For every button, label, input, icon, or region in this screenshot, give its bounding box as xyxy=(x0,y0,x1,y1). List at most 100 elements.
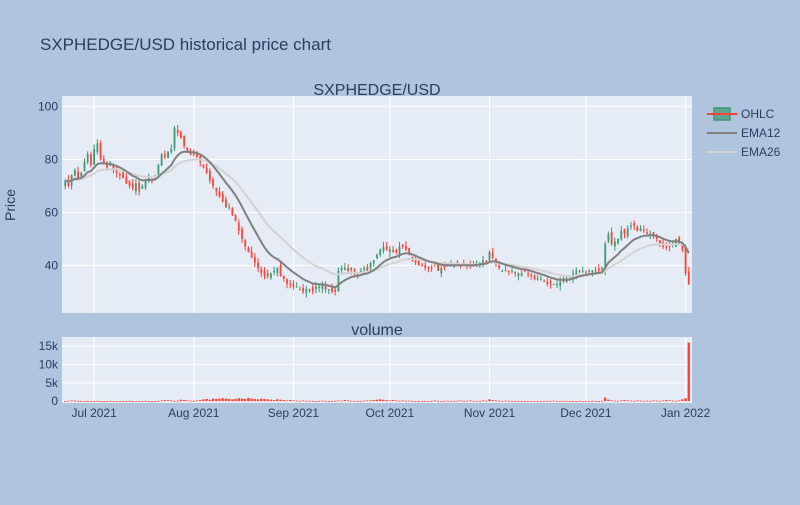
volume-bar[interactable] xyxy=(224,398,228,402)
candlestick[interactable] xyxy=(208,168,211,184)
volume-bar[interactable] xyxy=(253,398,257,402)
candlestick[interactable] xyxy=(578,269,581,274)
candlestick[interactable] xyxy=(633,220,636,231)
volume-bar[interactable] xyxy=(504,400,507,402)
volume-bar[interactable] xyxy=(536,400,539,402)
candlestick[interactable] xyxy=(298,286,301,291)
candlestick[interactable] xyxy=(610,227,613,246)
volume-bar[interactable] xyxy=(385,400,388,402)
volume-bar[interactable] xyxy=(571,400,575,402)
volume-bar[interactable] xyxy=(388,400,392,402)
volume-bar[interactable] xyxy=(105,401,109,402)
volume-bar[interactable] xyxy=(517,400,520,402)
candlestick[interactable] xyxy=(241,226,243,243)
volume-bar[interactable] xyxy=(417,400,420,402)
volume-bar[interactable] xyxy=(404,400,408,402)
volume-bar[interactable] xyxy=(170,400,173,402)
candlestick[interactable] xyxy=(167,151,169,159)
volume-bar[interactable] xyxy=(642,400,645,402)
volume-bar[interactable] xyxy=(109,400,112,402)
candlestick[interactable] xyxy=(270,272,272,280)
candlestick[interactable] xyxy=(549,279,552,289)
volume-bar[interactable] xyxy=(462,400,465,402)
candlestick[interactable] xyxy=(340,265,343,274)
candlestick[interactable] xyxy=(642,225,645,234)
candlestick[interactable] xyxy=(675,238,677,247)
volume-bar[interactable] xyxy=(629,400,633,402)
candlestick[interactable] xyxy=(546,277,549,287)
candlestick[interactable] xyxy=(138,179,141,196)
candlestick[interactable] xyxy=(118,171,121,180)
volume-bar[interactable] xyxy=(256,399,260,402)
volume-bar[interactable] xyxy=(317,400,321,402)
volume-bar[interactable] xyxy=(382,399,385,402)
volume-bar[interactable] xyxy=(539,400,543,402)
candlestick[interactable] xyxy=(250,246,253,259)
candlestick[interactable] xyxy=(343,263,346,271)
volume-bar[interactable] xyxy=(565,400,568,402)
volume-bar[interactable] xyxy=(472,400,475,402)
candlestick[interactable] xyxy=(581,266,584,273)
volume-bar[interactable] xyxy=(655,400,658,402)
volume-bar[interactable] xyxy=(353,400,356,402)
candlestick[interactable] xyxy=(311,284,314,295)
candlestick[interactable] xyxy=(388,246,391,258)
volume-bar[interactable] xyxy=(481,400,485,402)
volume-bar[interactable] xyxy=(330,400,334,402)
volume-bar[interactable] xyxy=(321,400,324,402)
volume-bar[interactable] xyxy=(369,400,372,402)
candlestick[interactable] xyxy=(160,152,163,166)
volume-bar[interactable] xyxy=(587,400,591,402)
volume-bar[interactable] xyxy=(639,400,642,402)
candlestick[interactable] xyxy=(93,144,96,166)
volume-bar[interactable] xyxy=(494,400,498,402)
volume-bar[interactable] xyxy=(497,400,501,402)
volume-bar[interactable] xyxy=(202,399,205,402)
volume-bar[interactable] xyxy=(436,400,440,402)
candlestick[interactable] xyxy=(73,168,76,177)
candlestick[interactable] xyxy=(131,179,134,191)
volume-bar[interactable] xyxy=(414,400,417,402)
volume-bar[interactable] xyxy=(218,398,221,402)
candlestick[interactable] xyxy=(440,265,443,278)
legend-item-ema12[interactable]: EMA12 xyxy=(707,126,781,140)
candlestick[interactable] xyxy=(636,225,639,232)
volume-bar[interactable] xyxy=(96,400,99,402)
volume-bar[interactable] xyxy=(594,400,597,402)
candlestick[interactable] xyxy=(125,172,128,185)
candlestick[interactable] xyxy=(501,269,504,273)
candlestick[interactable] xyxy=(533,274,536,281)
volume-bar[interactable] xyxy=(424,400,427,402)
candlestick[interactable] xyxy=(607,231,610,244)
volume-bar[interactable] xyxy=(282,400,285,402)
candlestick[interactable] xyxy=(231,206,234,217)
volume-bar[interactable] xyxy=(285,400,289,402)
candlestick[interactable] xyxy=(597,264,600,272)
volume-bar[interactable] xyxy=(555,400,559,402)
candlestick[interactable] xyxy=(257,258,259,273)
candlestick[interactable] xyxy=(385,241,388,251)
volume-bar[interactable] xyxy=(157,400,160,402)
volume-bar[interactable] xyxy=(215,398,218,402)
candlestick[interactable] xyxy=(176,124,179,137)
candlestick[interactable] xyxy=(507,270,510,276)
volume-bar[interactable] xyxy=(652,400,655,402)
volume-bar[interactable] xyxy=(176,400,179,402)
volume-bar[interactable] xyxy=(343,400,347,402)
candlestick[interactable] xyxy=(308,288,311,293)
volume-bar[interactable] xyxy=(211,398,215,402)
volume-bar[interactable] xyxy=(395,400,398,402)
candlestick[interactable] xyxy=(395,248,398,255)
volume-bar[interactable] xyxy=(626,400,629,402)
candlestick[interactable] xyxy=(292,280,295,290)
volume-bar[interactable] xyxy=(584,400,588,402)
candlestick[interactable] xyxy=(324,281,327,293)
volume-bar[interactable] xyxy=(581,400,584,402)
volume-bar[interactable] xyxy=(231,399,234,402)
volume-bar[interactable] xyxy=(578,400,581,402)
volume-bar[interactable] xyxy=(64,401,67,402)
candlestick[interactable] xyxy=(273,266,276,276)
volume-bar[interactable] xyxy=(684,398,687,402)
candlestick[interactable] xyxy=(427,266,430,273)
candlestick[interactable] xyxy=(228,203,231,211)
